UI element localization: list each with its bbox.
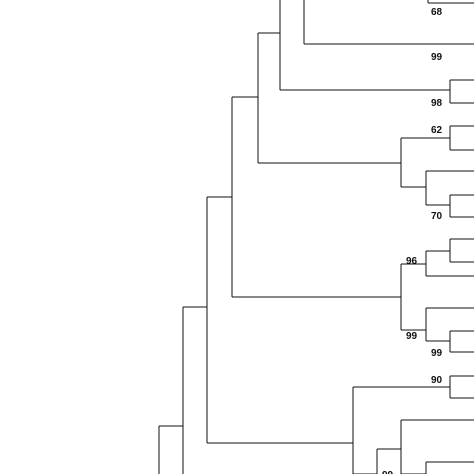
bootstrap-label: 99 — [431, 52, 443, 63]
bootstrap-label: 68 — [431, 7, 443, 18]
bootstrap-label: 96 — [406, 256, 418, 267]
bootstrap-label: 99 — [406, 331, 418, 342]
bootstrap-label: 62 — [431, 125, 443, 136]
bootstrap-label: 99 — [382, 470, 394, 474]
bootstrap-label: 99 — [431, 348, 443, 359]
support-values: 68 99 98 62 70 96 99 99 90 99 — [382, 7, 443, 474]
bootstrap-label: 70 — [431, 211, 443, 222]
bootstrap-label: 90 — [431, 375, 443, 386]
tree-branches — [158, 0, 474, 474]
bootstrap-label: 98 — [431, 98, 443, 109]
